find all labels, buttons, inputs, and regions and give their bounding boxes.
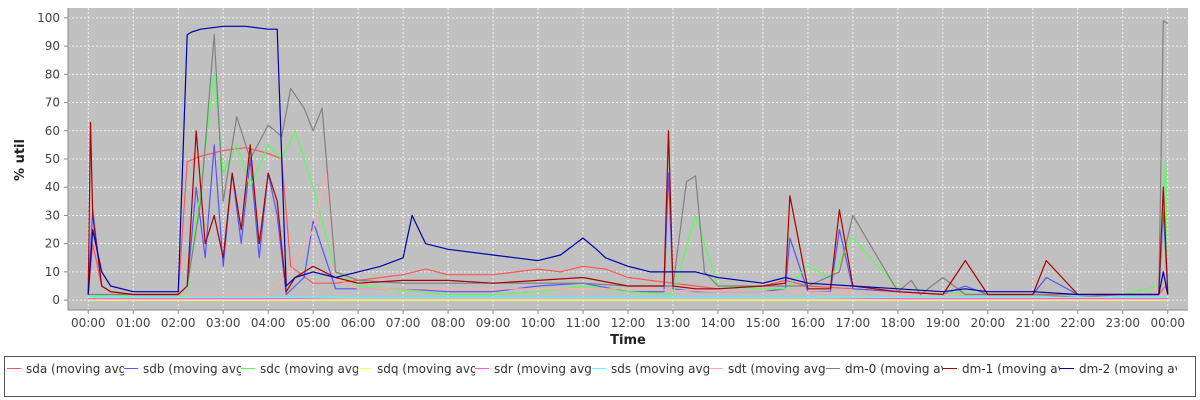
legend-swatch [826, 368, 840, 369]
x-tick-label: 06:00 [341, 316, 376, 330]
y-tick-label: 0 [52, 293, 60, 307]
legend-swatch [358, 368, 372, 369]
legend-item: sda (moving avg) [7, 360, 124, 378]
y-tick-label: 70 [45, 96, 60, 110]
legend-label: sdb (moving avg) [143, 362, 241, 376]
x-tick-label: 18:00 [881, 316, 916, 330]
x-tick-label: 04:00 [251, 316, 286, 330]
legend-label: sdr (moving avg) [494, 362, 592, 376]
x-tick-label: 14:00 [701, 316, 736, 330]
x-tick-label: 05:00 [296, 316, 331, 330]
x-tick-label: 16:00 [791, 316, 826, 330]
x-tick-label: 01:00 [116, 316, 151, 330]
y-tick-label: 10 [45, 265, 60, 279]
x-tick-label: 09:00 [476, 316, 511, 330]
legend-swatch [124, 368, 138, 369]
x-tick-label: 07:00 [386, 316, 421, 330]
legend-swatch [7, 368, 21, 369]
x-tick-label: 12:00 [611, 316, 646, 330]
series-line-6 [88, 172, 1168, 296]
legend-item: sdr (moving avg) [475, 360, 592, 378]
legend-label: dm-0 (moving avg) [845, 362, 943, 376]
y-tick-label: 30 [45, 208, 60, 222]
legend-item: sdc (moving avg) [241, 360, 358, 378]
legend-item: dm-0 (moving avg) [826, 360, 943, 378]
legend-label: sdq (moving avg) [377, 362, 475, 376]
legend-item: sds (moving avg) [592, 360, 709, 378]
y-tick-label: 100 [37, 11, 60, 25]
y-tick-label: 60 [45, 124, 60, 138]
x-tick-label: 13:00 [656, 316, 691, 330]
line-chart: 0 10 20 30 40 50 60 70 80 90 100 00:00 01:00 02:00 03… [13, 8, 1188, 348]
legend-swatch [943, 368, 957, 369]
x-axis-title: Time [610, 333, 646, 348]
x-tick-label: 02:00 [161, 316, 196, 330]
x-tick-label: 21:00 [1016, 316, 1051, 330]
legend-swatch [709, 368, 723, 369]
legend-label: dm-2 (moving avg) [1079, 362, 1177, 376]
y-tick-label: 90 [45, 39, 60, 53]
x-tick-label: 00:00 [1150, 316, 1185, 330]
legend-swatch [1060, 368, 1074, 369]
chart-legend: sda (moving avg) sdb (moving avg) sdc (mov… [4, 356, 1196, 397]
x-tick-label: 10:00 [521, 316, 556, 330]
legend-item: dm-1 (moving avg) [943, 360, 1060, 378]
legend-label: sda (moving avg) [26, 362, 124, 376]
y-tick-label: 50 [45, 152, 60, 166]
y-axis-ticks: 0 10 20 30 40 50 60 70 80 90 100 [37, 11, 68, 307]
x-axis-ticks: 00:00 01:00 02:00 03:00 04:00 05:00 06:00 07:00… [71, 310, 1185, 330]
x-tick-label: 11:00 [566, 316, 601, 330]
legend-item: sdq (moving avg) [358, 360, 475, 378]
x-tick-label: 03:00 [206, 316, 241, 330]
legend-item: dm-2 (moving avg) [1060, 360, 1177, 378]
x-tick-label: 23:00 [1105, 316, 1140, 330]
series-line-7 [88, 20, 1169, 296]
legend-label: sdc (moving avg) [260, 362, 358, 376]
legend-swatch [592, 368, 606, 369]
y-axis-title: % util [13, 139, 28, 181]
series-line-9 [87, 25, 1169, 296]
legend-label: dm-1 (moving avg) [962, 362, 1060, 376]
legend-item: sdb (moving avg) [124, 360, 241, 378]
x-tick-label: 19:00 [926, 316, 961, 330]
x-tick-label: 00:00 [71, 316, 106, 330]
x-tick-label: 17:00 [836, 316, 871, 330]
x-tick-label: 20:00 [971, 316, 1006, 330]
x-tick-label: 22:00 [1061, 316, 1096, 330]
y-tick-label: 20 [45, 237, 60, 251]
y-tick-label: 80 [45, 67, 60, 81]
legend-item: sdt (moving avg) [709, 360, 826, 378]
legend-swatch [475, 368, 489, 369]
y-tick-label: 40 [45, 180, 60, 194]
series-lines [87, 20, 1169, 301]
x-tick-label: 15:00 [746, 316, 781, 330]
legend-label: sds (moving avg) [611, 362, 709, 376]
x-tick-label: 08:00 [431, 316, 466, 330]
legend-label: sdt (moving avg) [728, 362, 826, 376]
legend-swatch [241, 368, 255, 369]
series-line-8 [87, 121, 1169, 296]
